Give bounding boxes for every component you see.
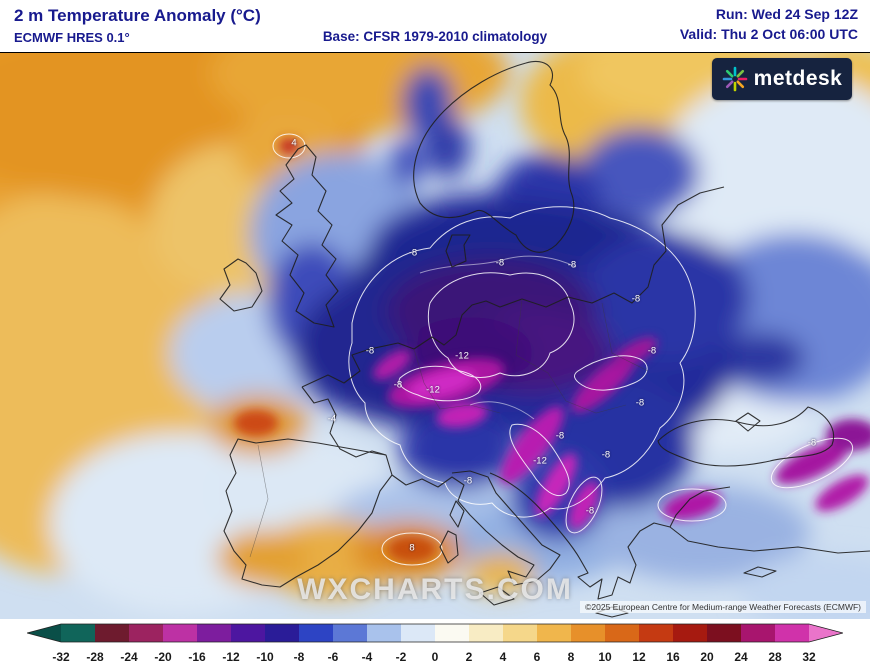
colorbar-tick: -4 xyxy=(361,650,373,664)
colorbar-tick: 32 xyxy=(802,650,816,664)
colorbar-tick: -2 xyxy=(395,650,407,664)
metdesk-logo: metdesk xyxy=(712,58,852,100)
colorbar-tick: 24 xyxy=(734,650,748,664)
colorbar-tick: 0 xyxy=(431,650,439,664)
colorbar-tick-labels: -32 -28 -24 -20 -16 -12 -10 -8 -6 -4 -2 0 2 4 6 8 10 12 16… xyxy=(27,649,843,666)
run-time-label: Run: Wed 24 Sep 12Z xyxy=(715,6,858,22)
colorbar-tick: 10 xyxy=(598,650,612,664)
colorbar-tick: -28 xyxy=(86,650,104,664)
header: 2 m Temperature Anomaly (°C) ECMWF HRES … xyxy=(0,0,870,52)
watermark: WXCHARTS.COM xyxy=(297,573,573,606)
page-title: 2 m Temperature Anomaly (°C) xyxy=(14,6,261,25)
colorbar-tick: -16 xyxy=(188,650,206,664)
metdesk-burst-icon xyxy=(722,66,747,92)
metdesk-logo-text: metdesk xyxy=(753,67,843,90)
anomaly-extremes xyxy=(234,138,870,562)
colorbar-tick: -12 xyxy=(222,650,240,664)
colorbar-tick: 4 xyxy=(499,650,507,664)
weather-map: 4 -8 -8 -8 -8 -8 -8 -8 -8 -8 -12 -12 -12 -8 -4 -8 -8 8 -8 … xyxy=(0,52,870,619)
coastlines xyxy=(219,61,870,618)
valid-time-label: Valid: Thu 2 Oct 06:00 UTC xyxy=(679,26,858,42)
colorbar-tick: -8 xyxy=(293,650,305,664)
climatology-base-label: Base: CFSR 1979-2010 climatology xyxy=(322,29,548,44)
colorbar-tick: 16 xyxy=(666,650,680,664)
colorbar-tick: 28 xyxy=(768,650,782,664)
colorbar-tick: -10 xyxy=(256,650,274,664)
colorbar-footer: -32 -28 -24 -20 -16 -12 -10 -8 -6 -4 -2 0 2 4 6 8 10 12 16… xyxy=(0,623,870,671)
colorbar-tick: 20 xyxy=(700,650,714,664)
colorbar-tick: 2 xyxy=(465,650,473,664)
colorbar-tick: -6 xyxy=(327,650,339,664)
copyright-notice: ©2025 European Centre for Medium-range W… xyxy=(580,601,866,613)
colorbar-tick: -24 xyxy=(120,650,138,664)
country-borders xyxy=(249,298,649,558)
colorbar xyxy=(25,623,845,643)
colorbar-tick: -32 xyxy=(52,650,70,664)
model-label: ECMWF HRES 0.1° xyxy=(14,30,130,45)
colorbar-tick: -20 xyxy=(154,650,172,664)
anomaly-field xyxy=(0,53,870,619)
colorbar-tick: 12 xyxy=(632,650,646,664)
europe-anomaly-map xyxy=(0,53,870,619)
colorbar-tick: 6 xyxy=(533,650,541,664)
colorbar-tick: 8 xyxy=(567,650,575,664)
